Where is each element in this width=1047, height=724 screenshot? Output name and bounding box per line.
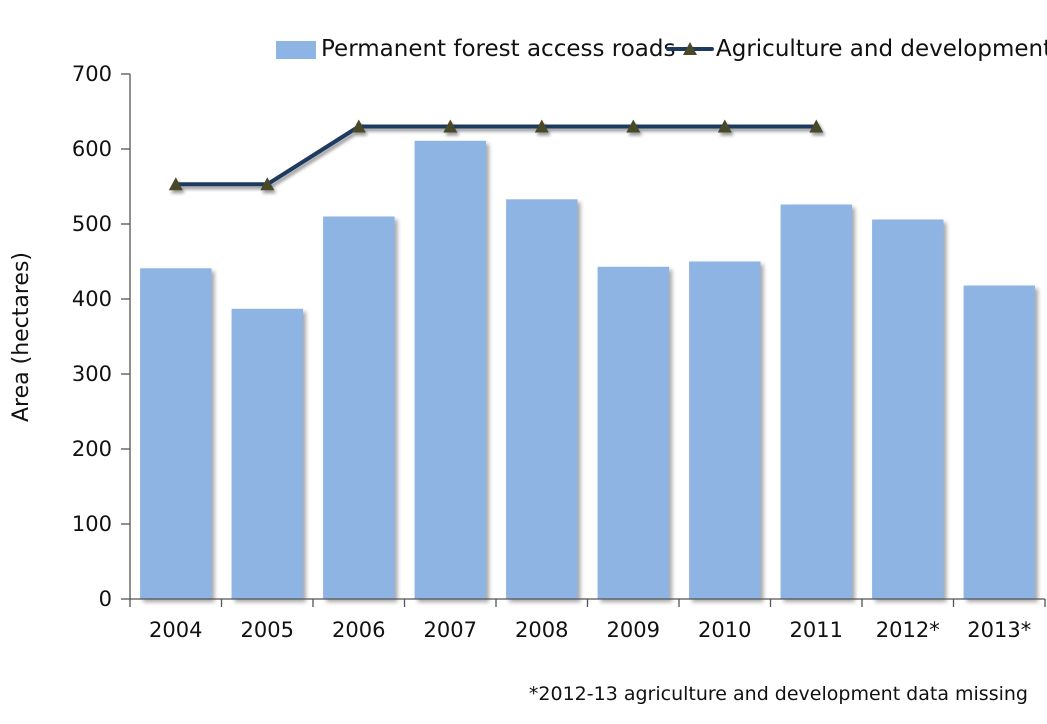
bar-2010 (689, 261, 761, 599)
legend: Permanent forest access roads Agricultur… (276, 36, 1047, 62)
bar-2009 (597, 266, 669, 600)
bar-2004 (140, 268, 212, 600)
bar-2007 (414, 140, 486, 600)
y-tick-label: 300 (72, 362, 112, 386)
legend-label-forest-roads: Permanent forest access roads (321, 36, 675, 62)
line-marker-2007 (443, 119, 458, 133)
y-tick-label: 600 (72, 137, 112, 161)
line-agriculture-development (173, 124, 819, 187)
axes-layer (121, 73, 1046, 607)
bar-2006 (323, 216, 395, 599)
line-marker-2011 (809, 119, 824, 133)
x-tick-label: 2013* (967, 618, 1031, 642)
x-tick-label: 2009 (607, 618, 660, 642)
x-tick-label: 2011 (790, 618, 843, 642)
x-tick-label: 2010 (698, 618, 751, 642)
line-layer (168, 119, 824, 191)
y-tick-label: 700 (72, 62, 112, 86)
tick-labels-layer: 0 100 200 300 400 500 600 700 2004 2005 2006 2007 20… (72, 62, 1031, 642)
legend-label-agriculture: Agriculture and development (716, 36, 1047, 62)
y-tick-label: 500 (72, 212, 112, 236)
bar-2011 (780, 204, 852, 599)
bars-layer (140, 140, 1035, 600)
y-tick-label: 400 (72, 287, 112, 311)
line-marker-2009 (626, 119, 641, 133)
x-tick-label: 2012* (876, 618, 940, 642)
y-axis-label: Area (hectares) (9, 252, 34, 422)
x-tick-label: 2004 (149, 618, 202, 642)
y-tick-label: 0 (99, 587, 112, 611)
footnote: *2012-13 agriculture and development dat… (529, 683, 1028, 705)
line-marker-2004 (168, 177, 183, 191)
y-tick-label: 100 (72, 512, 112, 536)
line-marker-2008 (534, 119, 549, 133)
line-marker-2005 (260, 177, 275, 191)
legend-marker-agriculture (683, 42, 697, 55)
line-marker-2006 (351, 119, 366, 133)
legend-swatch-forest-roads (276, 41, 316, 59)
x-tick-label: 2006 (332, 618, 385, 642)
x-tick-label: 2005 (241, 618, 294, 642)
bar-2008 (506, 199, 578, 600)
x-tick-label: 2008 (515, 618, 568, 642)
line-marker-2010 (717, 119, 732, 133)
bar-2005 (231, 308, 303, 600)
bar-2012-star (872, 219, 944, 599)
bar-2013-star (963, 285, 1035, 599)
x-tick-label: 2007 (424, 618, 477, 642)
y-tick-label: 200 (72, 437, 112, 461)
